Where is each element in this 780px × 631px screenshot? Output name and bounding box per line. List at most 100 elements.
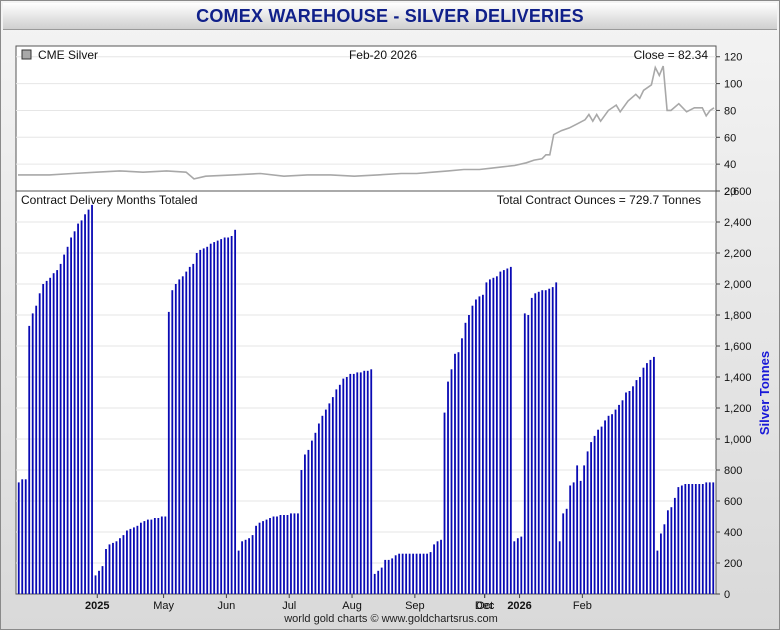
delivery-bar (537, 291, 540, 595)
month-tick-label: Sep (405, 600, 425, 612)
delivery-bar (314, 432, 317, 594)
delivery-bar (311, 440, 313, 594)
delivery-bar (548, 288, 551, 594)
delivery-bar (705, 482, 708, 594)
month-tick-label: 2026 (507, 600, 531, 612)
delivery-bar (684, 484, 687, 594)
delivery-bar (17, 482, 20, 594)
delivery-bar (562, 513, 565, 594)
delivery-bar (523, 313, 526, 594)
delivery-bar (237, 550, 240, 594)
delivery-bar (150, 519, 153, 594)
delivery-bar (482, 294, 484, 594)
delivery-bar (84, 214, 86, 595)
delivery-bar (377, 570, 380, 595)
delivery-bar (195, 253, 198, 594)
month-tick-label: Aug (342, 600, 362, 612)
delivery-bar (255, 525, 257, 594)
delivery-bar (70, 237, 72, 594)
silver-price-line (18, 65, 715, 180)
price-tick-label: 20 (724, 186, 736, 198)
delivery-bar (579, 480, 582, 594)
y-axis-label: Silver Tonnes (757, 351, 772, 435)
delivery-bar (297, 513, 299, 594)
delivery-bar (471, 305, 474, 594)
delivery-bar (248, 538, 250, 594)
delivery-bar (639, 377, 641, 594)
delivery-bar (380, 567, 383, 594)
delivery-bar (450, 369, 453, 595)
delivery-bar (279, 515, 282, 594)
delivery-bar (666, 510, 669, 594)
month-tick-label: Oct (476, 600, 493, 612)
delivery-bar (447, 381, 449, 594)
legend-swatch-icon (21, 49, 32, 60)
delivery-bar (366, 370, 369, 594)
delivery-bar (119, 538, 121, 594)
delivery-bar (555, 282, 558, 594)
delivery-bar (625, 392, 627, 594)
delivery-bar (87, 209, 90, 594)
delivery-bar (276, 516, 278, 594)
delivery-bar (373, 573, 376, 594)
delivery-bar (478, 296, 481, 594)
delivery-bar (673, 497, 676, 594)
delivery-bar (698, 484, 701, 594)
delivery-bar (307, 449, 310, 594)
delivery-bar (461, 338, 463, 595)
delivery-bar (398, 553, 401, 594)
delivery-bar (153, 518, 156, 594)
delivery-panel (15, 190, 717, 595)
delivery-bar (115, 541, 118, 594)
price-close-label: Close = 82.34 (634, 48, 709, 62)
delivery-bar (164, 516, 167, 594)
delivery-bar (283, 515, 285, 594)
delivery-bar (133, 527, 135, 594)
delivery-bar (241, 541, 244, 594)
delivery-tick-label: 200 (724, 558, 742, 570)
delivery-tick-label: 800 (724, 465, 742, 477)
delivery-bar (646, 363, 648, 594)
price-tick-label: 40 (724, 159, 736, 171)
delivery-bar (436, 541, 439, 594)
delivery-bar (590, 442, 593, 594)
delivery-bar (485, 282, 488, 594)
month-tick-label: Feb (573, 600, 592, 612)
title-bar: COMEX WAREHOUSE - SILVER DELIVERIES (3, 3, 777, 30)
delivery-bar (202, 248, 205, 594)
delivery-bar (708, 482, 711, 594)
delivery-bar (583, 465, 586, 594)
delivery-bar (642, 367, 645, 594)
delivery-bar (122, 535, 125, 594)
delivery-bar (412, 553, 415, 594)
delivery-bar (143, 521, 146, 594)
delivery-bar (244, 539, 247, 595)
delivery-bar (440, 539, 442, 595)
delivery-tick-label: 2,000 (724, 279, 752, 291)
delivery-bar (653, 356, 655, 594)
delivery-bar (621, 400, 624, 595)
delivery-bar (94, 575, 97, 594)
delivery-bar (160, 516, 163, 594)
delivery-bar (691, 484, 694, 594)
delivery-bar (422, 553, 425, 594)
delivery-bar (269, 518, 271, 594)
delivery-bar (52, 273, 55, 594)
delivery-bar (167, 311, 170, 594)
price-legend-label: CME Silver (38, 48, 98, 62)
delivery-bar (359, 372, 362, 594)
delivery-bar (572, 482, 575, 594)
delivery-bar (513, 541, 516, 594)
delivery-bar (126, 530, 128, 594)
delivery-bar (77, 223, 79, 594)
delivery-bar (98, 570, 100, 595)
delivery-bar (338, 384, 341, 595)
delivery-bar (286, 515, 289, 594)
delivery-bar (91, 204, 93, 594)
delivery-tick-label: 600 (724, 496, 742, 508)
delivery-bar (363, 370, 366, 594)
delivery-bar (220, 239, 223, 594)
delivery-bar (712, 482, 715, 594)
